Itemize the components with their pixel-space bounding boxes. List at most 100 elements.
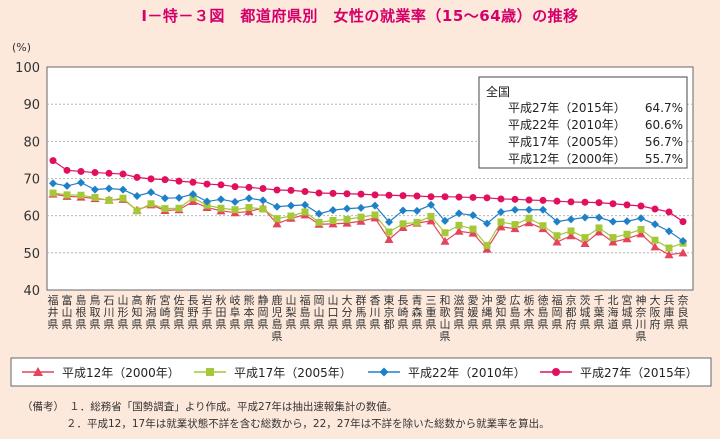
x-tick-label: 熊本県: [244, 293, 255, 331]
data-point: [273, 202, 281, 211]
x-tick-label: 岡山県: [314, 294, 325, 331]
data-point: [371, 201, 379, 210]
data-point: [665, 208, 673, 216]
data-point: [553, 232, 561, 240]
data-point: [245, 194, 253, 203]
x-tick-label: 山口県: [328, 294, 339, 331]
data-point: [203, 180, 211, 188]
data-point: [245, 183, 253, 191]
data-point: [567, 215, 575, 224]
data-point: [379, 367, 389, 377]
x-tick-label: 北海道: [608, 294, 619, 331]
data-point: [217, 204, 225, 212]
y-tick-label: 40: [23, 284, 40, 299]
x-tick-label: 静岡県: [258, 293, 269, 331]
x-tick-label: 徳島県: [538, 294, 549, 331]
data-point: [91, 193, 99, 201]
data-point: [497, 195, 505, 203]
data-point: [147, 200, 155, 208]
data-point: [175, 204, 183, 212]
data-point: [483, 241, 491, 249]
data-point: [147, 175, 155, 183]
data-point: [161, 194, 169, 203]
data-point: [49, 189, 57, 197]
data-point: [385, 191, 393, 199]
series-line-4: [52, 160, 684, 223]
national-row-value: 56.7%: [645, 135, 683, 149]
data-point: [371, 211, 379, 219]
data-point: [399, 206, 407, 215]
data-point: [385, 217, 393, 226]
data-point: [357, 190, 365, 198]
data-point: [161, 176, 169, 184]
data-point: [105, 196, 113, 204]
data-point: [206, 368, 214, 376]
data-point: [441, 229, 449, 237]
data-point: [413, 192, 421, 200]
data-point: [525, 196, 533, 204]
national-row-label: 平成22年（2010年）: [508, 118, 626, 132]
data-point: [469, 193, 477, 201]
notes-heading: （備考）: [22, 401, 59, 413]
data-point: [287, 186, 295, 194]
data-point: [301, 200, 309, 209]
data-point: [189, 190, 197, 199]
x-tick-label: 島根県: [76, 293, 87, 331]
data-point: [231, 206, 239, 214]
data-point: [161, 205, 169, 213]
y-axis-unit: (%): [12, 41, 31, 54]
data-point: [329, 206, 337, 215]
national-box-frame: [478, 76, 688, 169]
data-point: [343, 190, 351, 198]
x-tick-label: 鹿児島県: [272, 293, 283, 343]
data-point: [133, 173, 141, 181]
data-point: [524, 218, 534, 227]
data-point: [651, 236, 659, 244]
series-line-2: [52, 192, 684, 249]
note-line-2: ２．平成12，17年は就業状態不詳を含む総数から，22，27年は不詳を除いた総数…: [66, 418, 550, 430]
x-tick-label: 福島県: [300, 293, 311, 331]
data-point: [665, 244, 673, 252]
series-line-1: [52, 193, 684, 256]
chart-title: Ⅰ－特－３図 都道府県別 女性の就業率（15～64歳）の推移: [141, 7, 579, 25]
y-tick-label: 90: [23, 98, 40, 113]
data-point: [497, 218, 505, 226]
data-point: [552, 237, 562, 246]
x-tick-label: 神奈川県: [636, 293, 647, 343]
data-point: [623, 201, 631, 209]
data-point: [63, 166, 71, 174]
data-point: [609, 234, 617, 242]
x-tick-label: 沖縄県: [482, 294, 493, 331]
data-point: [567, 198, 575, 206]
x-tick-label: 愛媛県: [468, 294, 479, 331]
data-point: [552, 368, 560, 376]
data-point: [244, 207, 254, 216]
data-point: [385, 228, 393, 236]
data-point: [553, 217, 561, 226]
legend-frame: [10, 357, 712, 387]
data-point: [119, 194, 127, 202]
data-point: [427, 200, 435, 209]
data-point: [441, 193, 449, 201]
data-point: [63, 181, 71, 190]
data-point: [77, 178, 85, 187]
data-point: [399, 192, 407, 200]
data-point: [567, 227, 575, 235]
x-tick-label: 岐阜県: [230, 294, 241, 331]
x-tick-label: 大分県: [342, 293, 353, 331]
y-tick-label: 60: [23, 210, 40, 225]
data-point: [511, 221, 519, 229]
data-point: [301, 188, 309, 196]
data-point: [329, 189, 337, 197]
data-point: [455, 193, 463, 201]
data-point: [315, 209, 323, 218]
data-point: [413, 206, 421, 215]
data-point: [623, 217, 631, 226]
national-row-value: 64.7%: [645, 101, 683, 115]
data-point: [384, 234, 394, 243]
data-point: [273, 186, 281, 194]
data-point: [203, 197, 211, 206]
data-point: [637, 202, 645, 210]
data-point: [105, 169, 113, 177]
